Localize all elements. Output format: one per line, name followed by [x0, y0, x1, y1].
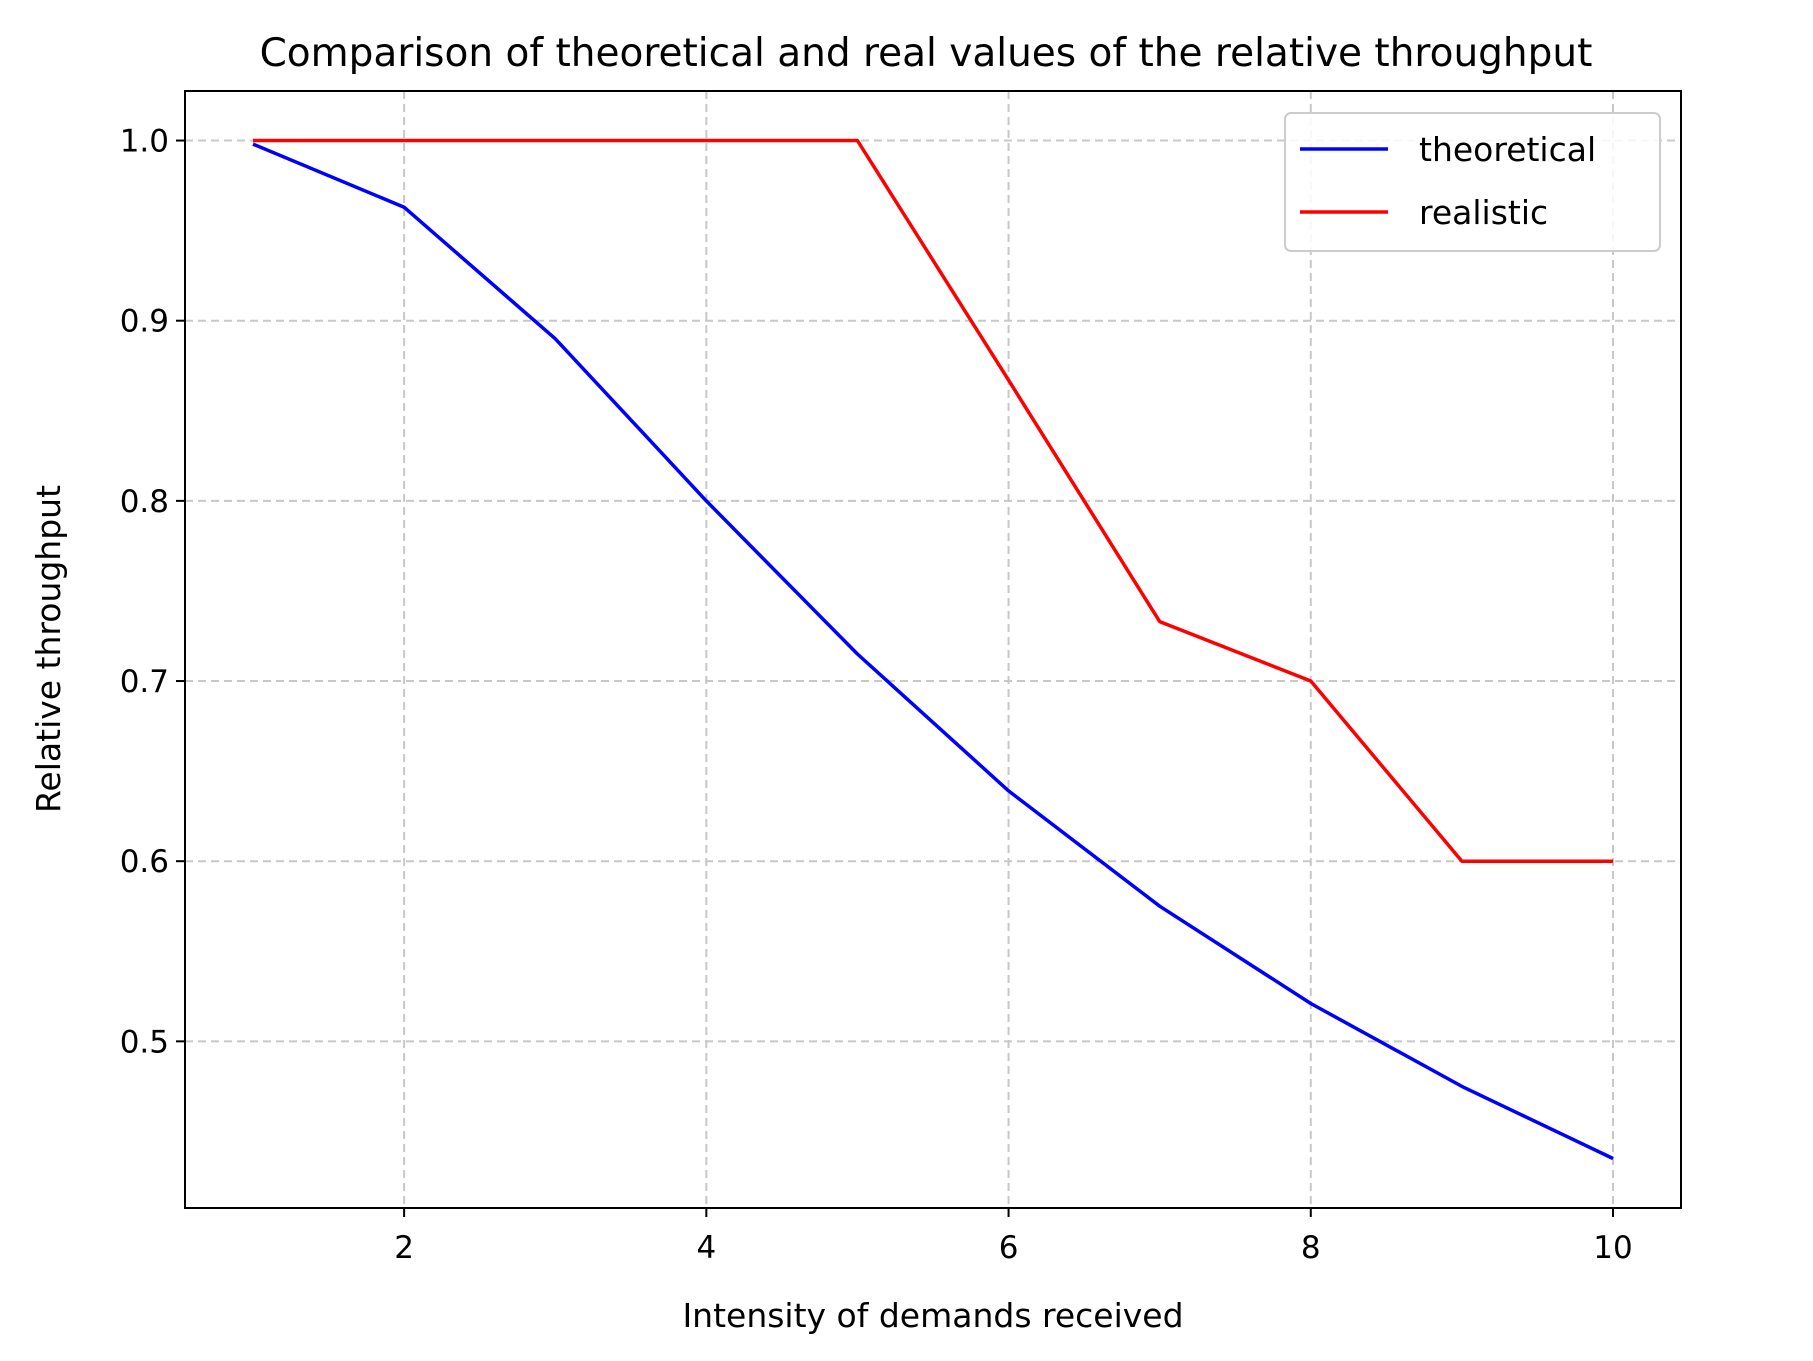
y-tick-label: 0.8 — [120, 484, 169, 520]
y-tick-label: 0.7 — [120, 664, 169, 700]
x-axis-label: Intensity of demands received — [682, 1296, 1183, 1335]
grid — [185, 91, 1681, 1208]
series-lines — [252, 138, 1614, 1161]
plot-frame — [184, 90, 1682, 1209]
chart-title: Comparison of theoretical and real value… — [260, 31, 1593, 76]
x-tick-label: 4 — [696, 1230, 716, 1266]
series-line-theoretical — [252, 142, 1614, 1161]
series-line-realistic — [253, 138, 1613, 863]
x-tick-label: 10 — [1593, 1230, 1632, 1266]
y-axis-label: Relative throughput — [29, 485, 68, 813]
y-tick-label: 0.5 — [120, 1024, 169, 1060]
legend: theoretical realistic — [1284, 112, 1661, 252]
legend-label-theoretical: theoretical — [1419, 130, 1596, 169]
legend-label-realistic: realistic — [1419, 193, 1548, 232]
x-tick-label: 6 — [999, 1230, 1019, 1266]
y-tick-label: 0.6 — [120, 844, 169, 880]
y-tick-label: 1.0 — [120, 124, 169, 160]
x-tick-label: 8 — [1301, 1230, 1321, 1266]
y-tick-label: 0.9 — [120, 304, 169, 340]
axis-ticks: 2 4 6 8 10 0.5 0.6 0.7 0.8 0.9 1.0 — [120, 124, 1633, 1266]
x-tick-label: 2 — [394, 1230, 414, 1266]
